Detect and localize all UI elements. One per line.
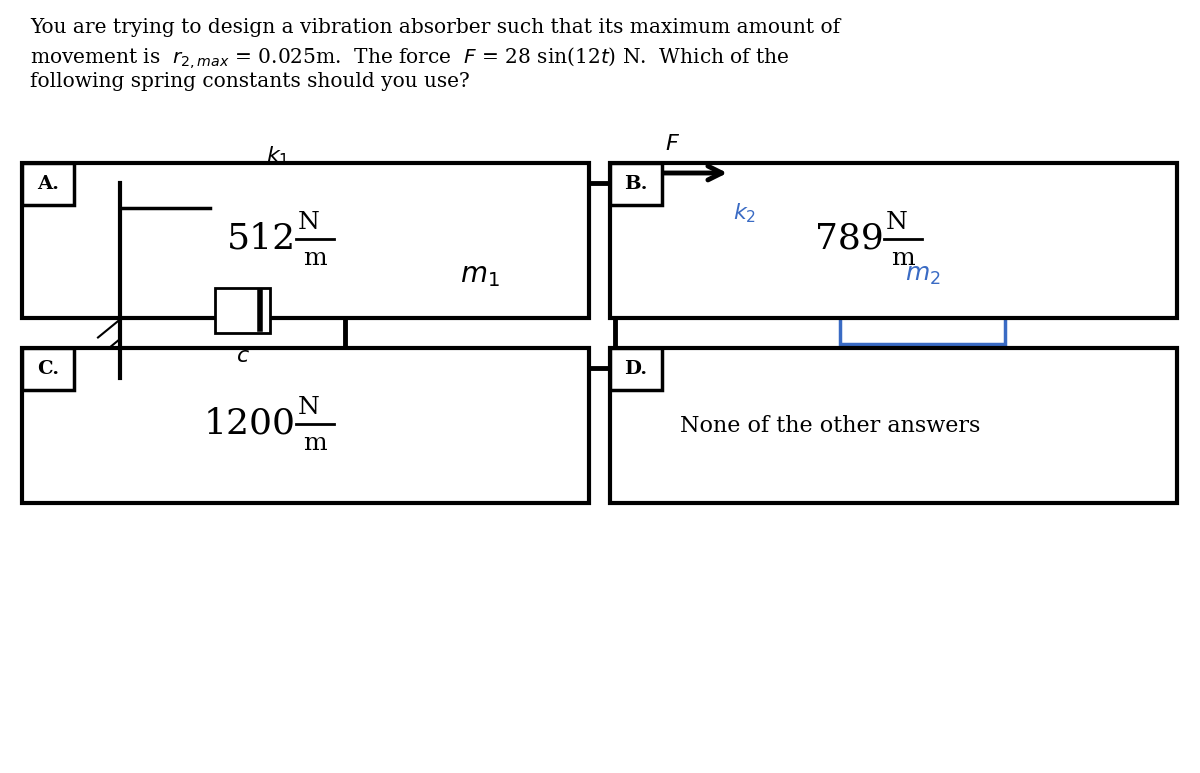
Text: 789: 789: [815, 222, 883, 256]
Text: A.: A.: [37, 175, 59, 193]
Text: $k_2$: $k_2$: [733, 202, 756, 226]
Bar: [610, 163, 1177, 318]
Text: None of the other answers: None of the other answers: [680, 414, 980, 437]
Bar: [22, 163, 589, 318]
Text: C.: C.: [37, 360, 59, 378]
Text: $F$: $F$: [665, 133, 680, 155]
Text: 1200: 1200: [204, 407, 295, 441]
Text: $k_1$: $k_1$: [266, 145, 289, 168]
Text: N: N: [886, 211, 907, 234]
Bar: [22, 348, 74, 390]
Text: m: m: [302, 247, 326, 270]
Bar: [610, 348, 1177, 503]
Bar: [346, 183, 616, 368]
Bar: [610, 163, 662, 205]
Text: N: N: [298, 396, 319, 419]
Text: D.: D.: [624, 360, 648, 378]
Text: $m_2$: $m_2$: [905, 264, 941, 287]
Text: following spring constants should you use?: following spring constants should you us…: [30, 72, 469, 91]
Text: $c$: $c$: [235, 345, 250, 366]
Bar: [610, 348, 662, 390]
Text: $m_1$: $m_1$: [460, 262, 500, 289]
Text: m: m: [302, 432, 326, 455]
Text: m: m: [890, 247, 914, 270]
Text: B.: B.: [624, 175, 648, 193]
Bar: [22, 348, 589, 503]
Text: movement is  $r_{2,max}$ = 0.025m.  The force  $F$ = 28 sin(12$t$) N.  Which of : movement is $r_{2,max}$ = 0.025m. The fo…: [30, 45, 790, 71]
Text: N: N: [298, 211, 319, 234]
Text: 512: 512: [227, 222, 295, 256]
Bar: [215, 288, 270, 332]
Bar: [840, 207, 1006, 343]
Bar: [22, 163, 74, 205]
Text: You are trying to design a vibration absorber such that its maximum amount of: You are trying to design a vibration abs…: [30, 18, 840, 37]
